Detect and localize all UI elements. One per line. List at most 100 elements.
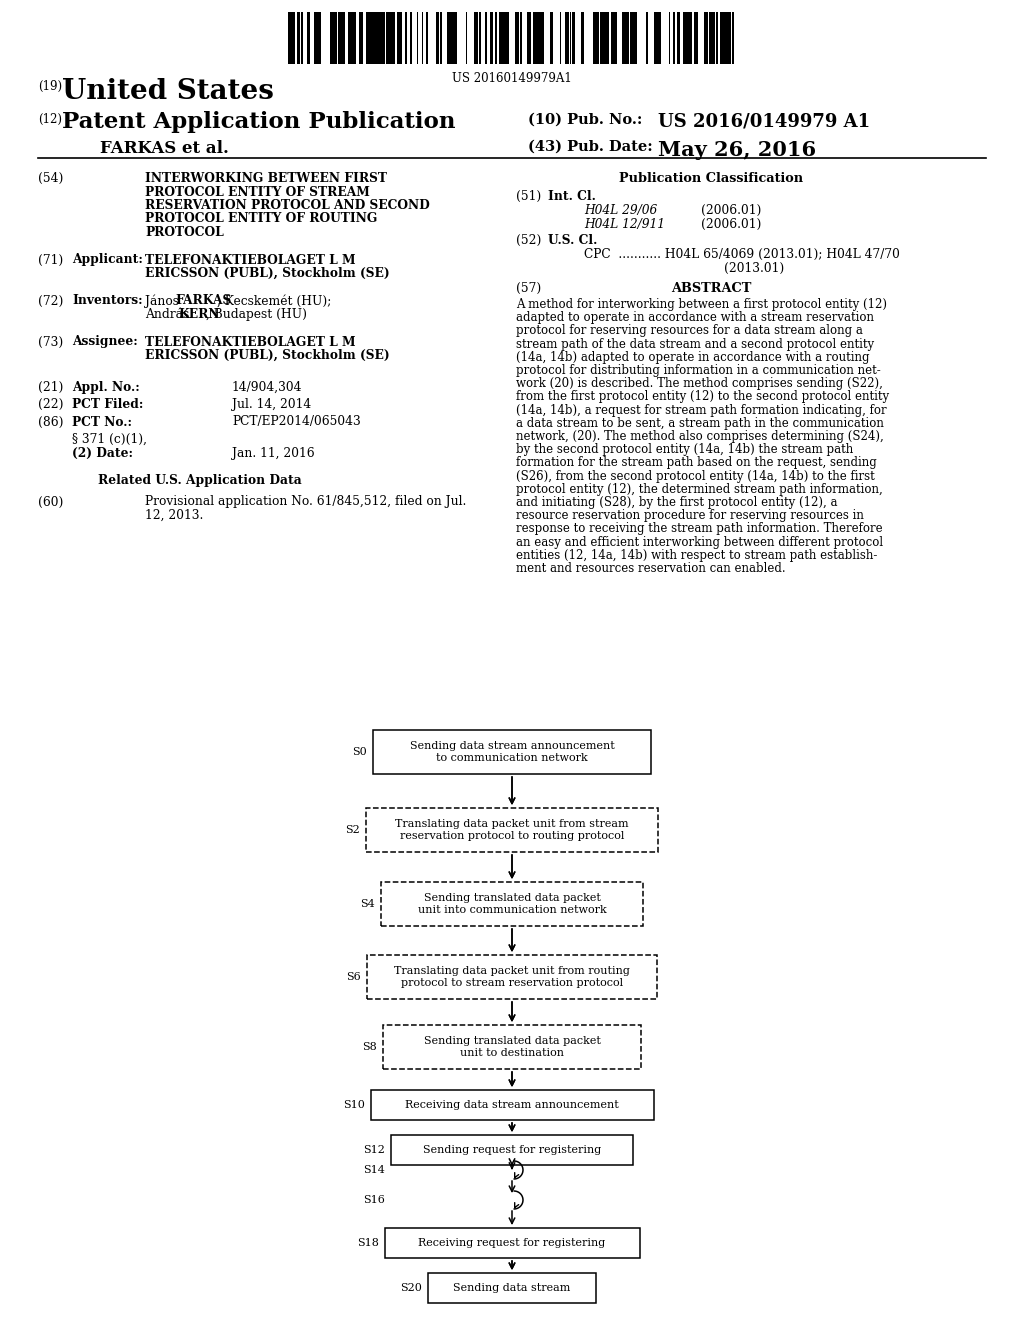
Text: S14: S14 <box>364 1166 385 1175</box>
Text: PROTOCOL: PROTOCOL <box>145 226 224 239</box>
Text: (10) Pub. No.:: (10) Pub. No.: <box>528 114 642 127</box>
Text: Sending data stream: Sending data stream <box>454 1283 570 1294</box>
Text: (2) Date:: (2) Date: <box>72 446 133 459</box>
Text: (54): (54) <box>38 172 63 185</box>
Bar <box>389 12 391 63</box>
Text: S6: S6 <box>346 972 361 982</box>
Bar <box>534 12 536 63</box>
Bar <box>622 12 626 63</box>
Bar <box>391 12 394 63</box>
Text: S16: S16 <box>364 1195 385 1205</box>
Bar <box>348 12 353 63</box>
Text: US 20160149979A1: US 20160149979A1 <box>453 73 571 84</box>
Bar <box>527 12 530 63</box>
Text: (21): (21) <box>38 380 63 393</box>
Text: S0: S0 <box>352 747 367 756</box>
Bar <box>316 12 318 63</box>
Text: FARKAS et al.: FARKAS et al. <box>100 140 229 157</box>
Bar <box>426 12 428 63</box>
Bar <box>449 12 452 63</box>
Bar <box>732 12 734 63</box>
Text: (73): (73) <box>38 335 63 348</box>
Text: János: János <box>145 294 183 308</box>
Text: Sending translated data packet
unit into communication network: Sending translated data packet unit into… <box>418 892 606 915</box>
Text: S18: S18 <box>356 1238 379 1247</box>
Bar <box>677 12 679 63</box>
Text: Int. Cl.: Int. Cl. <box>548 190 596 203</box>
Text: (57): (57) <box>516 282 542 294</box>
Text: protocol for reserving resources for a data stream along a: protocol for reserving resources for a d… <box>516 325 863 338</box>
Bar <box>367 954 657 999</box>
Bar <box>658 12 662 63</box>
Bar <box>646 12 648 63</box>
Text: S20: S20 <box>400 1283 422 1294</box>
Text: resource reservation procedure for reserving resources in: resource reservation procedure for reser… <box>516 510 864 523</box>
Bar <box>455 12 457 63</box>
Bar <box>360 12 362 63</box>
Text: Appl. No.:: Appl. No.: <box>72 380 139 393</box>
Bar <box>495 12 497 63</box>
Text: stream path of the data stream and a second protocol entity: stream path of the data stream and a sec… <box>516 338 874 351</box>
Text: § 371 (c)(1),: § 371 (c)(1), <box>72 433 147 446</box>
Bar <box>290 12 295 63</box>
Text: Translating data packet unit from routing
protocol to stream reservation protoco: Translating data packet unit from routin… <box>394 966 630 989</box>
Bar <box>307 12 309 63</box>
Text: RESERVATION PROTOCOL AND SECOND: RESERVATION PROTOCOL AND SECOND <box>145 199 430 213</box>
Text: S10: S10 <box>343 1100 365 1110</box>
Text: (43) Pub. Date:: (43) Pub. Date: <box>528 140 652 154</box>
Text: Sending request for registering: Sending request for registering <box>423 1144 601 1155</box>
Text: (51): (51) <box>516 190 542 203</box>
Text: Receiving data stream announcement: Receiving data stream announcement <box>406 1100 618 1110</box>
Bar <box>709 12 711 63</box>
Bar <box>366 808 658 851</box>
Bar <box>367 12 370 63</box>
Text: Patent Application Publication: Patent Application Publication <box>62 111 456 133</box>
Text: FARKAS: FARKAS <box>175 294 231 308</box>
Text: Assignee:: Assignee: <box>72 335 138 348</box>
Bar <box>683 12 688 63</box>
Bar <box>705 12 708 63</box>
Bar <box>452 12 455 63</box>
Text: entities (12, 14a, 14b) with respect to stream path establish-: entities (12, 14a, 14b) with respect to … <box>516 549 878 562</box>
Text: S2: S2 <box>345 825 360 836</box>
Text: , Budapest (HU): , Budapest (HU) <box>206 308 307 321</box>
Text: Provisional application No. 61/845,512, filed on Jul.: Provisional application No. 61/845,512, … <box>145 495 466 508</box>
Bar <box>410 12 412 63</box>
Text: PCT/EP2014/065043: PCT/EP2014/065043 <box>232 416 360 429</box>
Bar <box>506 12 509 63</box>
Text: May 26, 2016: May 26, 2016 <box>658 140 816 160</box>
Bar <box>581 12 584 63</box>
Bar <box>600 12 602 63</box>
Text: Translating data packet unit from stream
reservation protocol to routing protoco: Translating data packet unit from stream… <box>395 818 629 841</box>
Bar <box>634 12 636 63</box>
Text: protocol entity (12), the determined stream path information,: protocol entity (12), the determined str… <box>516 483 883 496</box>
Bar <box>536 12 540 63</box>
Bar <box>542 12 544 63</box>
Text: PCT No.:: PCT No.: <box>72 416 132 429</box>
Bar <box>695 12 698 63</box>
Text: TELEFONAKTIEBOLAGET L M: TELEFONAKTIEBOLAGET L M <box>145 253 355 267</box>
Bar <box>594 12 598 63</box>
Bar <box>391 1135 633 1166</box>
Bar <box>606 12 609 63</box>
Bar <box>335 12 337 63</box>
Text: , Kecskemét (HU);: , Kecskemét (HU); <box>217 294 332 308</box>
Bar <box>372 12 376 63</box>
Bar <box>726 12 730 63</box>
Text: (14a, 14b), a request for stream path formation indicating, for: (14a, 14b), a request for stream path fo… <box>516 404 887 417</box>
Text: KERN: KERN <box>178 308 219 321</box>
Text: S8: S8 <box>362 1041 377 1052</box>
Text: Jan. 11, 2016: Jan. 11, 2016 <box>232 446 314 459</box>
Bar <box>370 12 372 63</box>
Text: network, (20). The method also comprises determining (S24),: network, (20). The method also comprises… <box>516 430 884 444</box>
Bar <box>397 12 399 63</box>
Bar <box>520 12 522 63</box>
Text: 14/904,304: 14/904,304 <box>232 380 302 393</box>
Text: 12, 2013.: 12, 2013. <box>145 510 204 521</box>
Bar <box>688 12 690 63</box>
Text: ERICSSON (PUBL), Stockholm (SE): ERICSSON (PUBL), Stockholm (SE) <box>145 348 389 362</box>
Bar <box>722 12 726 63</box>
Bar <box>711 12 715 63</box>
Text: an easy and efficient interworking between different protocol: an easy and efficient interworking betwe… <box>516 536 883 549</box>
Text: S12: S12 <box>364 1144 385 1155</box>
